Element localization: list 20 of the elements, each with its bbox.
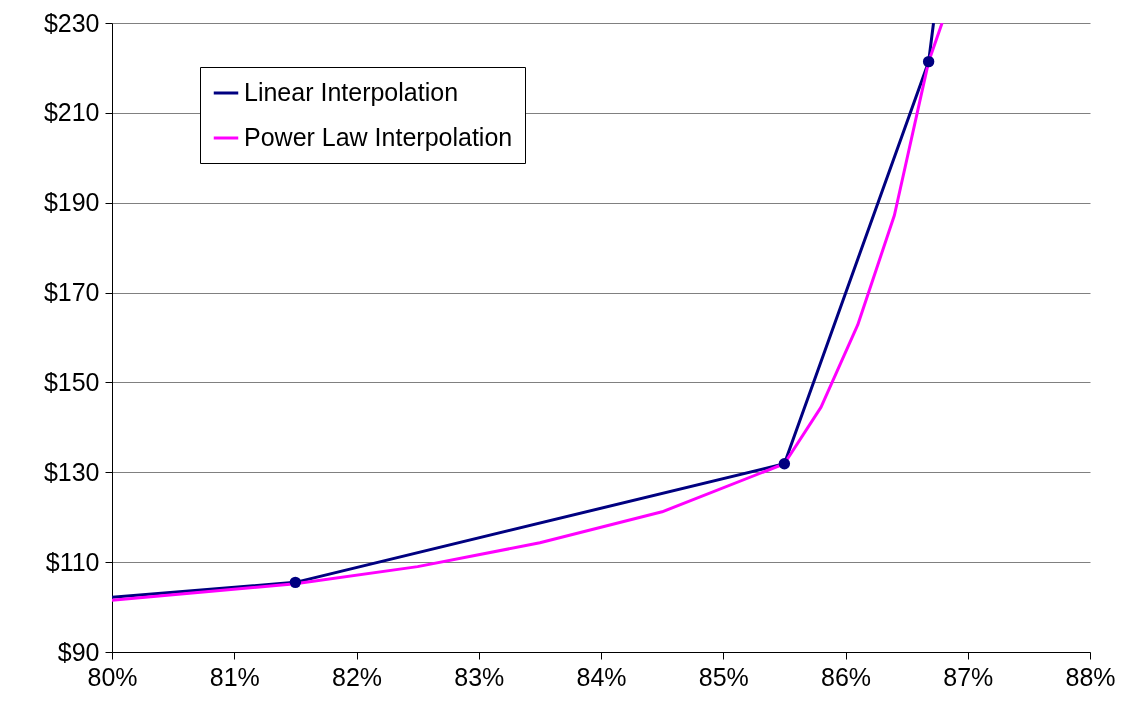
y-tick-label: $210: [43, 98, 100, 127]
x-tick-label: 88%: [1065, 662, 1116, 691]
point: [289, 576, 302, 589]
x-tick-label: 82%: [331, 662, 383, 691]
x-tick-label: 83%: [454, 662, 505, 691]
legend-label: Linear Interpolation: [244, 78, 459, 106]
point: [778, 458, 791, 470]
x-tick-label: 87%: [943, 662, 994, 691]
legend-label: Power Law Interpolation: [244, 123, 513, 151]
x-tick-label: 86%: [820, 662, 872, 691]
y-tick-label: $110: [45, 547, 100, 576]
x-tick-label: 84%: [576, 662, 627, 691]
point: [922, 55, 935, 68]
y-tick-label: $230: [43, 8, 100, 37]
y-tick-label: $170: [43, 278, 100, 307]
y-tick-label: $150: [43, 367, 100, 396]
x-tick-label: 85%: [698, 662, 749, 691]
y-tick-label: $190: [43, 188, 100, 217]
x-tick-label: 81%: [209, 662, 260, 691]
y-tick-label: $130: [43, 457, 100, 486]
